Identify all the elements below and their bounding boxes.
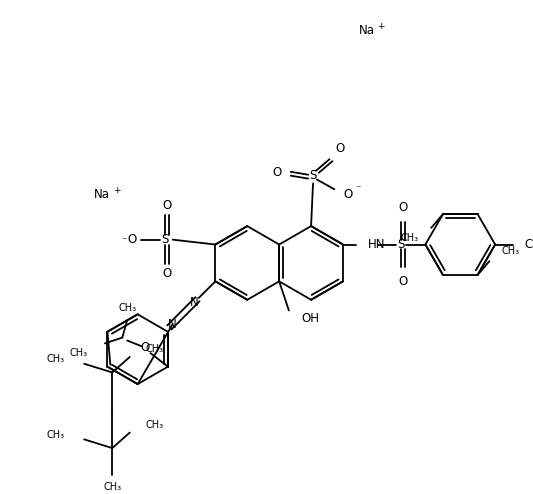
Text: Cl: Cl	[524, 238, 533, 251]
Text: +: +	[114, 186, 121, 195]
Text: O: O	[162, 199, 172, 212]
Text: Na: Na	[94, 188, 110, 201]
Text: O: O	[399, 201, 408, 214]
Text: Na: Na	[359, 24, 375, 37]
Text: S: S	[309, 169, 317, 182]
Text: S: S	[398, 238, 405, 251]
Text: CH₃: CH₃	[118, 303, 136, 314]
Text: CH₃: CH₃	[502, 247, 520, 256]
Text: N: N	[168, 318, 177, 330]
Text: N: N	[190, 296, 198, 309]
Text: O: O	[272, 166, 282, 179]
Text: CH₃: CH₃	[47, 354, 65, 364]
Text: O: O	[399, 275, 408, 288]
Text: CH₃: CH₃	[103, 482, 122, 492]
Text: S: S	[161, 233, 168, 246]
Text: CH₃: CH₃	[47, 429, 65, 440]
Text: +: +	[377, 22, 385, 31]
Text: OH: OH	[302, 312, 319, 325]
Text: CH₃: CH₃	[69, 348, 87, 358]
Text: CH₃: CH₃	[146, 344, 164, 354]
Text: O: O	[140, 341, 149, 354]
Text: ⁻: ⁻	[122, 237, 127, 247]
Text: O: O	[162, 267, 172, 280]
Text: O: O	[336, 142, 345, 155]
Text: O: O	[127, 233, 136, 246]
Text: CH₃: CH₃	[146, 420, 164, 430]
Text: CH₃: CH₃	[400, 233, 418, 243]
Text: HN: HN	[368, 238, 386, 251]
Text: O: O	[343, 188, 352, 201]
Text: ⁻: ⁻	[355, 184, 360, 194]
